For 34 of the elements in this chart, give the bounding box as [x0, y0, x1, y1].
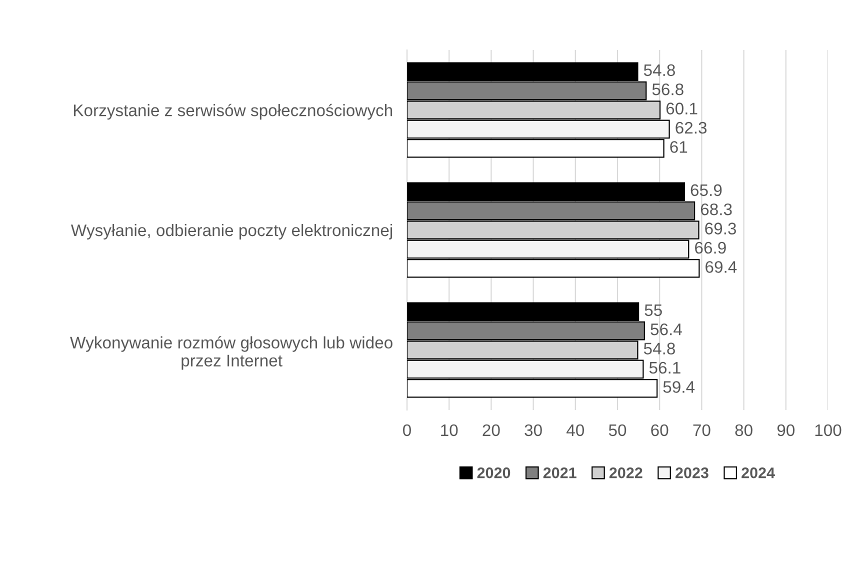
x-tick-label: 50: [608, 424, 626, 436]
data-label: 60.1: [666, 102, 698, 114]
x-tick-label: 60: [651, 424, 668, 436]
legend-label: 2024: [742, 467, 775, 478]
legend-label: 2021: [543, 467, 576, 478]
y-tick-label: Korzystanie z serwisów społecznościowych: [74, 104, 392, 120]
legend-label: 2023: [676, 467, 708, 478]
data-label: 61: [670, 141, 688, 153]
data-label: 59.4: [663, 381, 695, 393]
data-label: 56.4: [650, 323, 682, 336]
x-tick-label: 70: [693, 424, 710, 436]
data-label: 54.8: [644, 64, 675, 76]
data-label: 56.8: [652, 83, 684, 96]
y-tick-label: Wykonywanie rozmów głosowych lub wideo przez Internet: [70, 336, 392, 370]
x-tick-label: 10: [441, 424, 458, 436]
data-label: 56.1: [649, 362, 680, 374]
x-tick-label: 80: [735, 424, 752, 436]
x-tick-label: 40: [566, 424, 584, 436]
x-tick-label: 90: [777, 424, 795, 436]
x-tick-label: 30: [524, 424, 542, 436]
data-label: 69.3: [705, 222, 736, 234]
data-label: 69.4: [706, 261, 737, 273]
legend-label: 2020: [477, 467, 510, 478]
legend-label: 2022: [609, 467, 642, 478]
data-label: 66.9: [695, 242, 726, 254]
data-label: 62.3: [676, 122, 707, 134]
x-tick-label: 20: [482, 424, 500, 436]
x-tick-label: 0: [403, 424, 411, 436]
data-label: 54.8: [644, 342, 675, 354]
x-tick-label: 100: [815, 424, 842, 436]
y-tick-label: Wysyłanie, odbieranie poczty elektronicznej: [70, 224, 392, 240]
data-label: 68.3: [700, 203, 732, 216]
data-label: 55: [644, 304, 662, 316]
data-label: 65.9: [690, 184, 722, 196]
